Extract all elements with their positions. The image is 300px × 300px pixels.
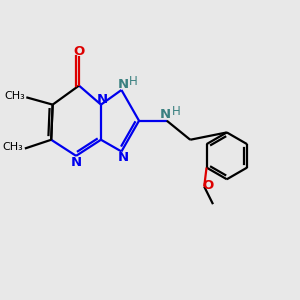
Text: H: H (172, 105, 181, 119)
Text: N: N (117, 78, 128, 91)
Text: N: N (160, 108, 171, 121)
Text: N: N (97, 93, 108, 106)
Text: H: H (129, 75, 138, 88)
Text: CH₃: CH₃ (3, 142, 23, 152)
Text: CH₃: CH₃ (4, 91, 25, 101)
Text: N: N (70, 156, 82, 169)
Text: O: O (74, 45, 85, 58)
Text: O: O (202, 178, 213, 192)
Text: N: N (117, 152, 128, 164)
